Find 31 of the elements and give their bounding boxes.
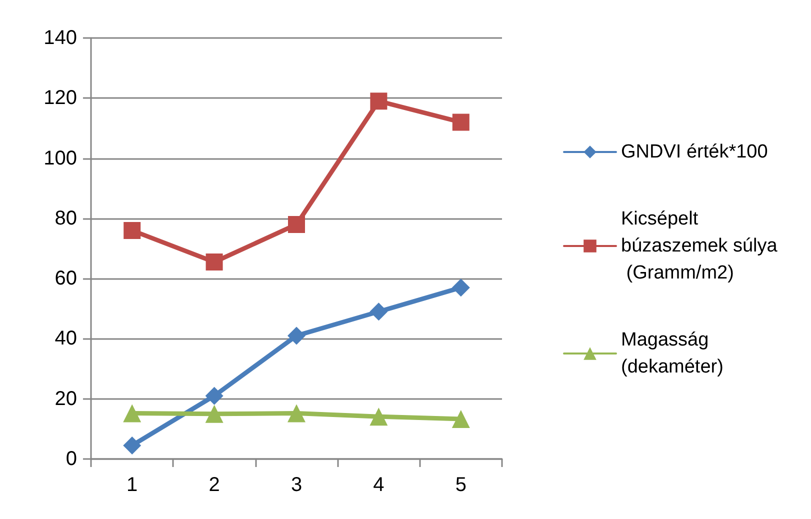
legend-label: GNDVI érték*100 — [621, 142, 768, 162]
y-tick-label: 40 — [54, 328, 77, 350]
point — [123, 436, 142, 454]
point — [452, 278, 470, 297]
point — [288, 326, 306, 345]
x-tick-label: 1 — [126, 474, 138, 496]
legend-label: Kicsépelt búzaszemek súlya (Gramm/m2) — [621, 208, 778, 284]
point — [288, 216, 305, 233]
point — [123, 404, 142, 422]
x-tick-label: 3 — [290, 474, 302, 496]
point — [370, 92, 388, 110]
point — [205, 404, 224, 423]
y-tick-label: 100 — [44, 147, 77, 170]
point — [370, 408, 388, 426]
y-tick-label: 120 — [44, 87, 77, 110]
legend-label: Magasság (dekaméter) — [621, 330, 724, 378]
point — [370, 302, 388, 321]
point — [205, 386, 224, 405]
point — [288, 404, 306, 422]
x-tick-label: 5 — [455, 474, 466, 496]
y-tick-label: 20 — [54, 388, 77, 410]
y-tick-label: 0 — [66, 448, 77, 470]
x-tick-label: 2 — [208, 474, 220, 496]
x-tick-label: 4 — [373, 474, 384, 496]
point — [452, 410, 470, 428]
y-tick-label: 80 — [54, 207, 77, 230]
point — [452, 114, 470, 131]
point — [206, 254, 223, 271]
point — [124, 222, 141, 239]
y-tick-label: 60 — [54, 268, 77, 290]
y-tick-label: 140 — [44, 27, 77, 49]
